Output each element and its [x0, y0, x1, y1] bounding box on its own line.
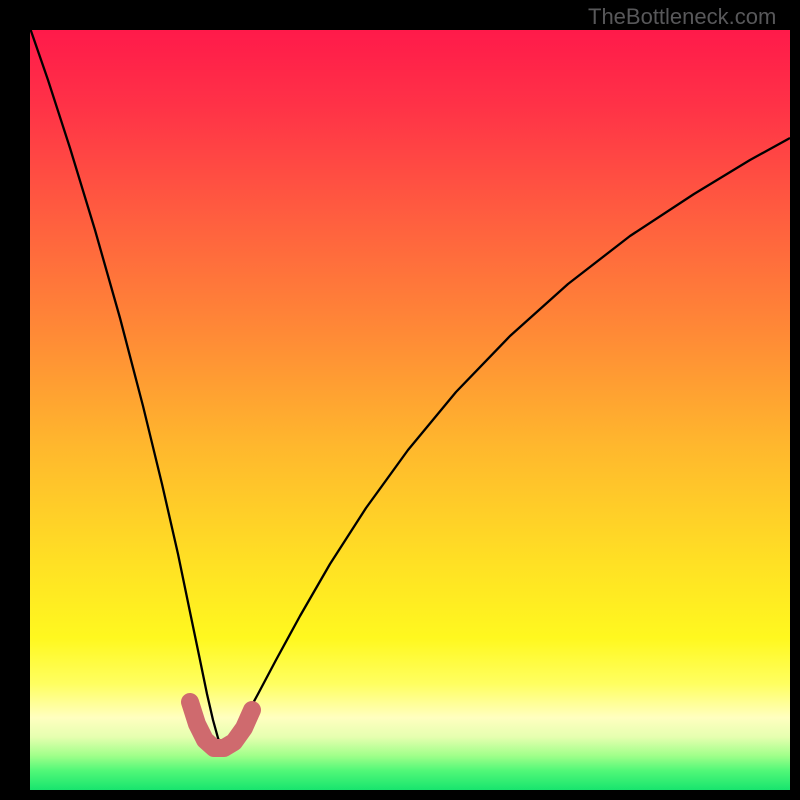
chart-root — [0, 0, 800, 800]
watermark-text: TheBottleneck.com — [588, 4, 776, 30]
